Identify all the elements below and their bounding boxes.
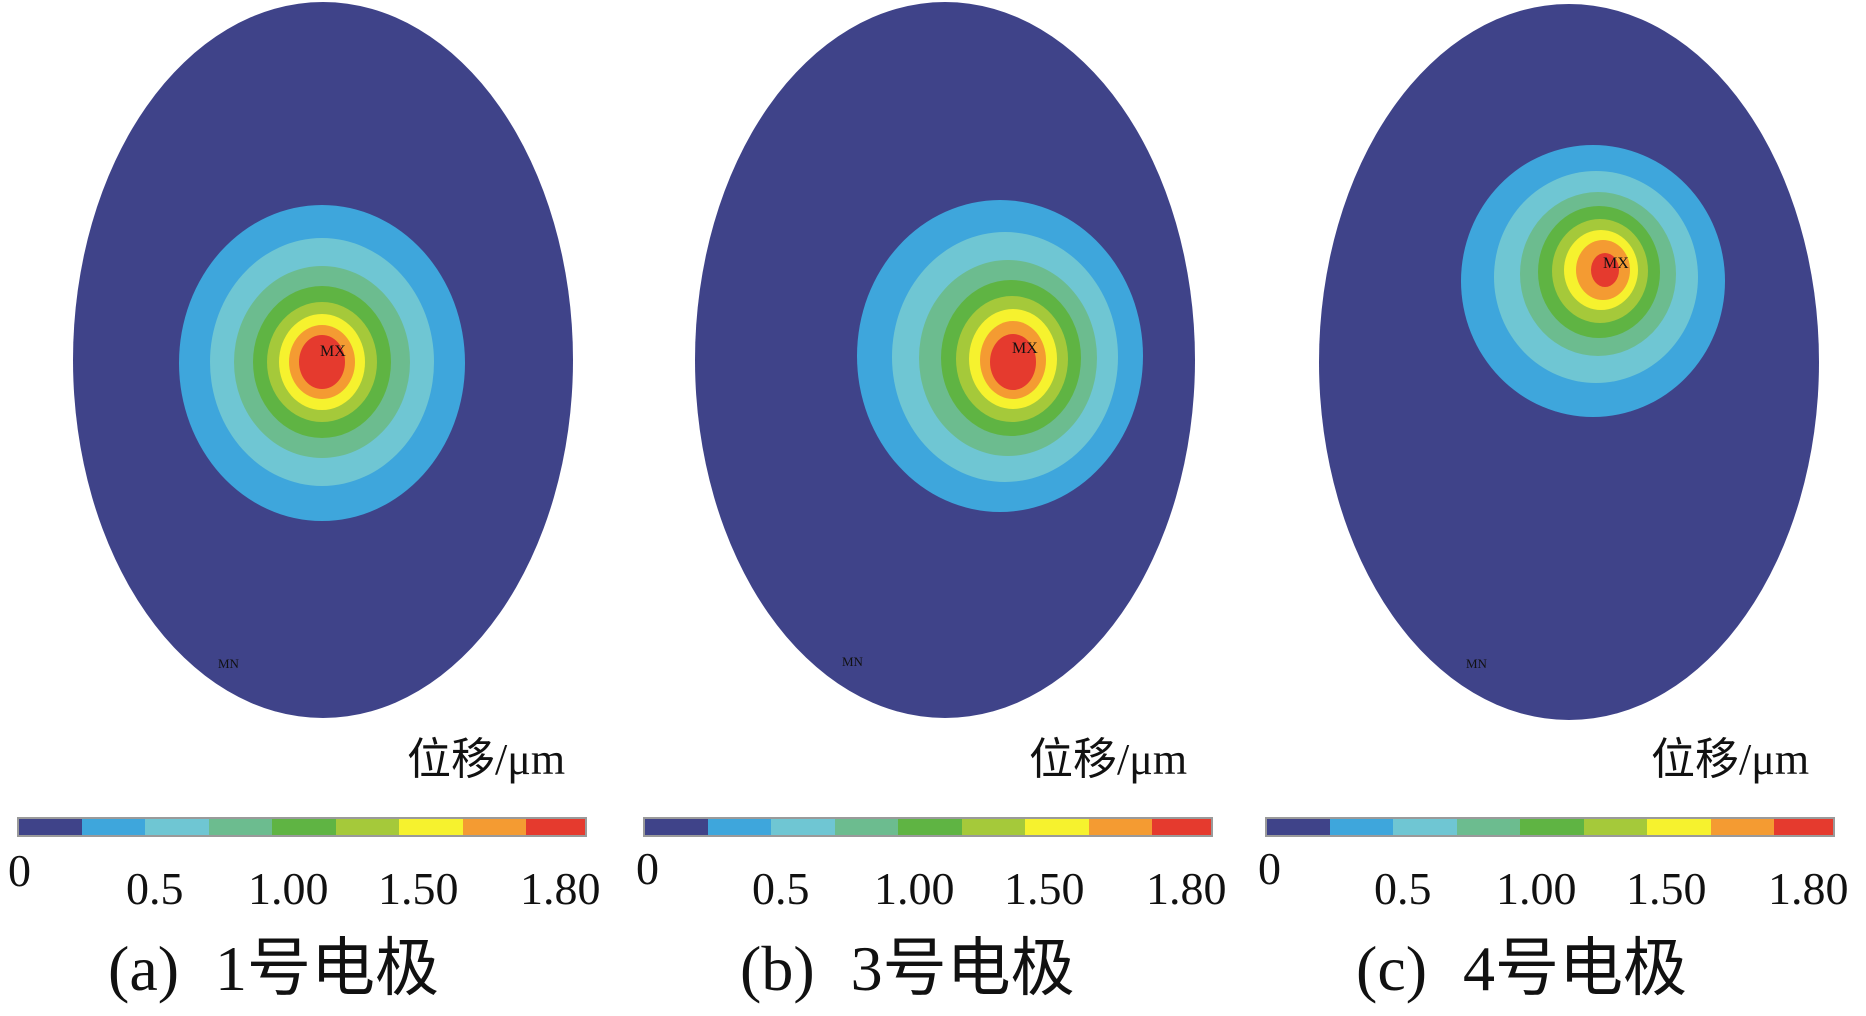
color-scale-swatch-a-9 [526,818,586,836]
scale-label-c-2: 1.00 [1496,863,1577,914]
color-scale-swatch-b-5 [898,818,962,836]
contour-rings-c [1461,145,1725,417]
color-scale-swatch-c-1 [1266,818,1330,836]
max-marker-a: MX [320,343,346,360]
contour-rings-b [857,200,1143,512]
caption-letter-a: (a) [108,933,179,1004]
color-scale-swatch-a-1 [18,818,82,836]
scale-label-a-1: 0.5 [126,863,184,914]
contour-band-a-8 [299,335,345,389]
min-marker-a: MN [218,656,240,671]
color-scale-swatch-c-8 [1711,818,1774,836]
color-scale-swatch-b-4 [835,818,898,836]
panel-b: MX MN 位移/μm 0 0.5 1.00 1.50 1.80 (b) 3号电… [636,2,1227,1004]
min-marker-c: MN [1466,656,1488,671]
color-scale-swatch-c-6 [1584,818,1647,836]
contour-band-c-8 [1591,253,1619,287]
scale-label-b-0: 0 [636,843,659,894]
scale-label-a-3: 1.50 [378,863,459,914]
scale-label-b-4: 1.80 [1146,863,1227,914]
color-scale-a [17,817,587,837]
unit-label-b: 位移/μm [1029,735,1187,784]
color-scale-swatch-a-6 [336,818,399,836]
color-scale-swatch-a-5 [272,818,336,836]
color-scale-swatch-b-1 [644,818,708,836]
color-scale-swatch-c-4 [1457,818,1520,836]
unit-label-c: 位移/μm [1651,735,1809,784]
max-marker-c: MX [1603,255,1629,272]
scale-label-c-3: 1.50 [1626,863,1707,914]
caption-letter-c: (c) [1356,933,1427,1004]
color-scale-swatch-c-2 [1330,818,1393,836]
color-scale-b [643,817,1213,837]
color-scale-c [1265,817,1835,837]
min-marker-b: MN [842,654,864,669]
scale-label-b-2: 1.00 [874,863,955,914]
color-scale-swatch-c-9 [1774,818,1834,836]
color-scale-frame-b [643,817,1213,837]
contour-band-b-8 [990,334,1036,390]
scale-label-c-4: 1.80 [1768,863,1849,914]
scale-label-c-1: 0.5 [1374,863,1432,914]
panel-caption-b: (b) 3号电极 [740,933,1075,1004]
color-scale-swatch-c-5 [1520,818,1584,836]
panel-caption-a: (a) 1号电极 [108,933,439,1004]
color-scale-swatch-c-7 [1647,818,1711,836]
panel-a: MX MN 位移/μm 0 0.5 1.00 1.50 1.80 (a) 1号电… [8,2,601,1004]
color-scale-swatch-a-2 [82,818,145,836]
color-scale-swatch-b-8 [1089,818,1152,836]
caption-letter-b: (b) [740,933,815,1004]
scale-label-b-3: 1.50 [1004,863,1085,914]
panel-c: MX MN 位移/μm 0 0.5 1.00 1.50 1.80 (c) 4号电… [1258,4,1849,1004]
contour-rings-a [179,205,465,521]
color-scale-swatch-b-9 [1152,818,1212,836]
scale-label-c-0: 0 [1258,843,1281,894]
scale-label-a-2: 1.00 [248,863,329,914]
scale-label-a-4: 1.80 [520,863,601,914]
scale-label-a-0: 0 [8,845,31,896]
max-marker-b: MX [1012,340,1038,357]
color-scale-swatch-a-7 [399,818,463,836]
color-scale-swatch-a-4 [209,818,272,836]
panel-caption-c: (c) 4号电极 [1356,933,1687,1004]
color-scale-frame-c [1265,817,1835,837]
color-scale-swatch-b-2 [708,818,771,836]
color-scale-swatch-a-3 [145,818,209,836]
caption-text-a: 1号电极 [215,933,439,1004]
color-scale-frame-a [17,817,587,837]
color-scale-swatch-b-6 [962,818,1025,836]
unit-label-a: 位移/μm [407,735,565,784]
color-scale-swatch-a-8 [463,818,526,836]
color-scale-swatch-c-3 [1393,818,1457,836]
color-scale-swatch-b-7 [1025,818,1089,836]
color-scale-swatch-b-3 [771,818,835,836]
caption-text-c: 4号电极 [1463,933,1687,1004]
caption-text-b: 3号电极 [851,933,1075,1004]
scale-label-b-1: 0.5 [752,863,810,914]
